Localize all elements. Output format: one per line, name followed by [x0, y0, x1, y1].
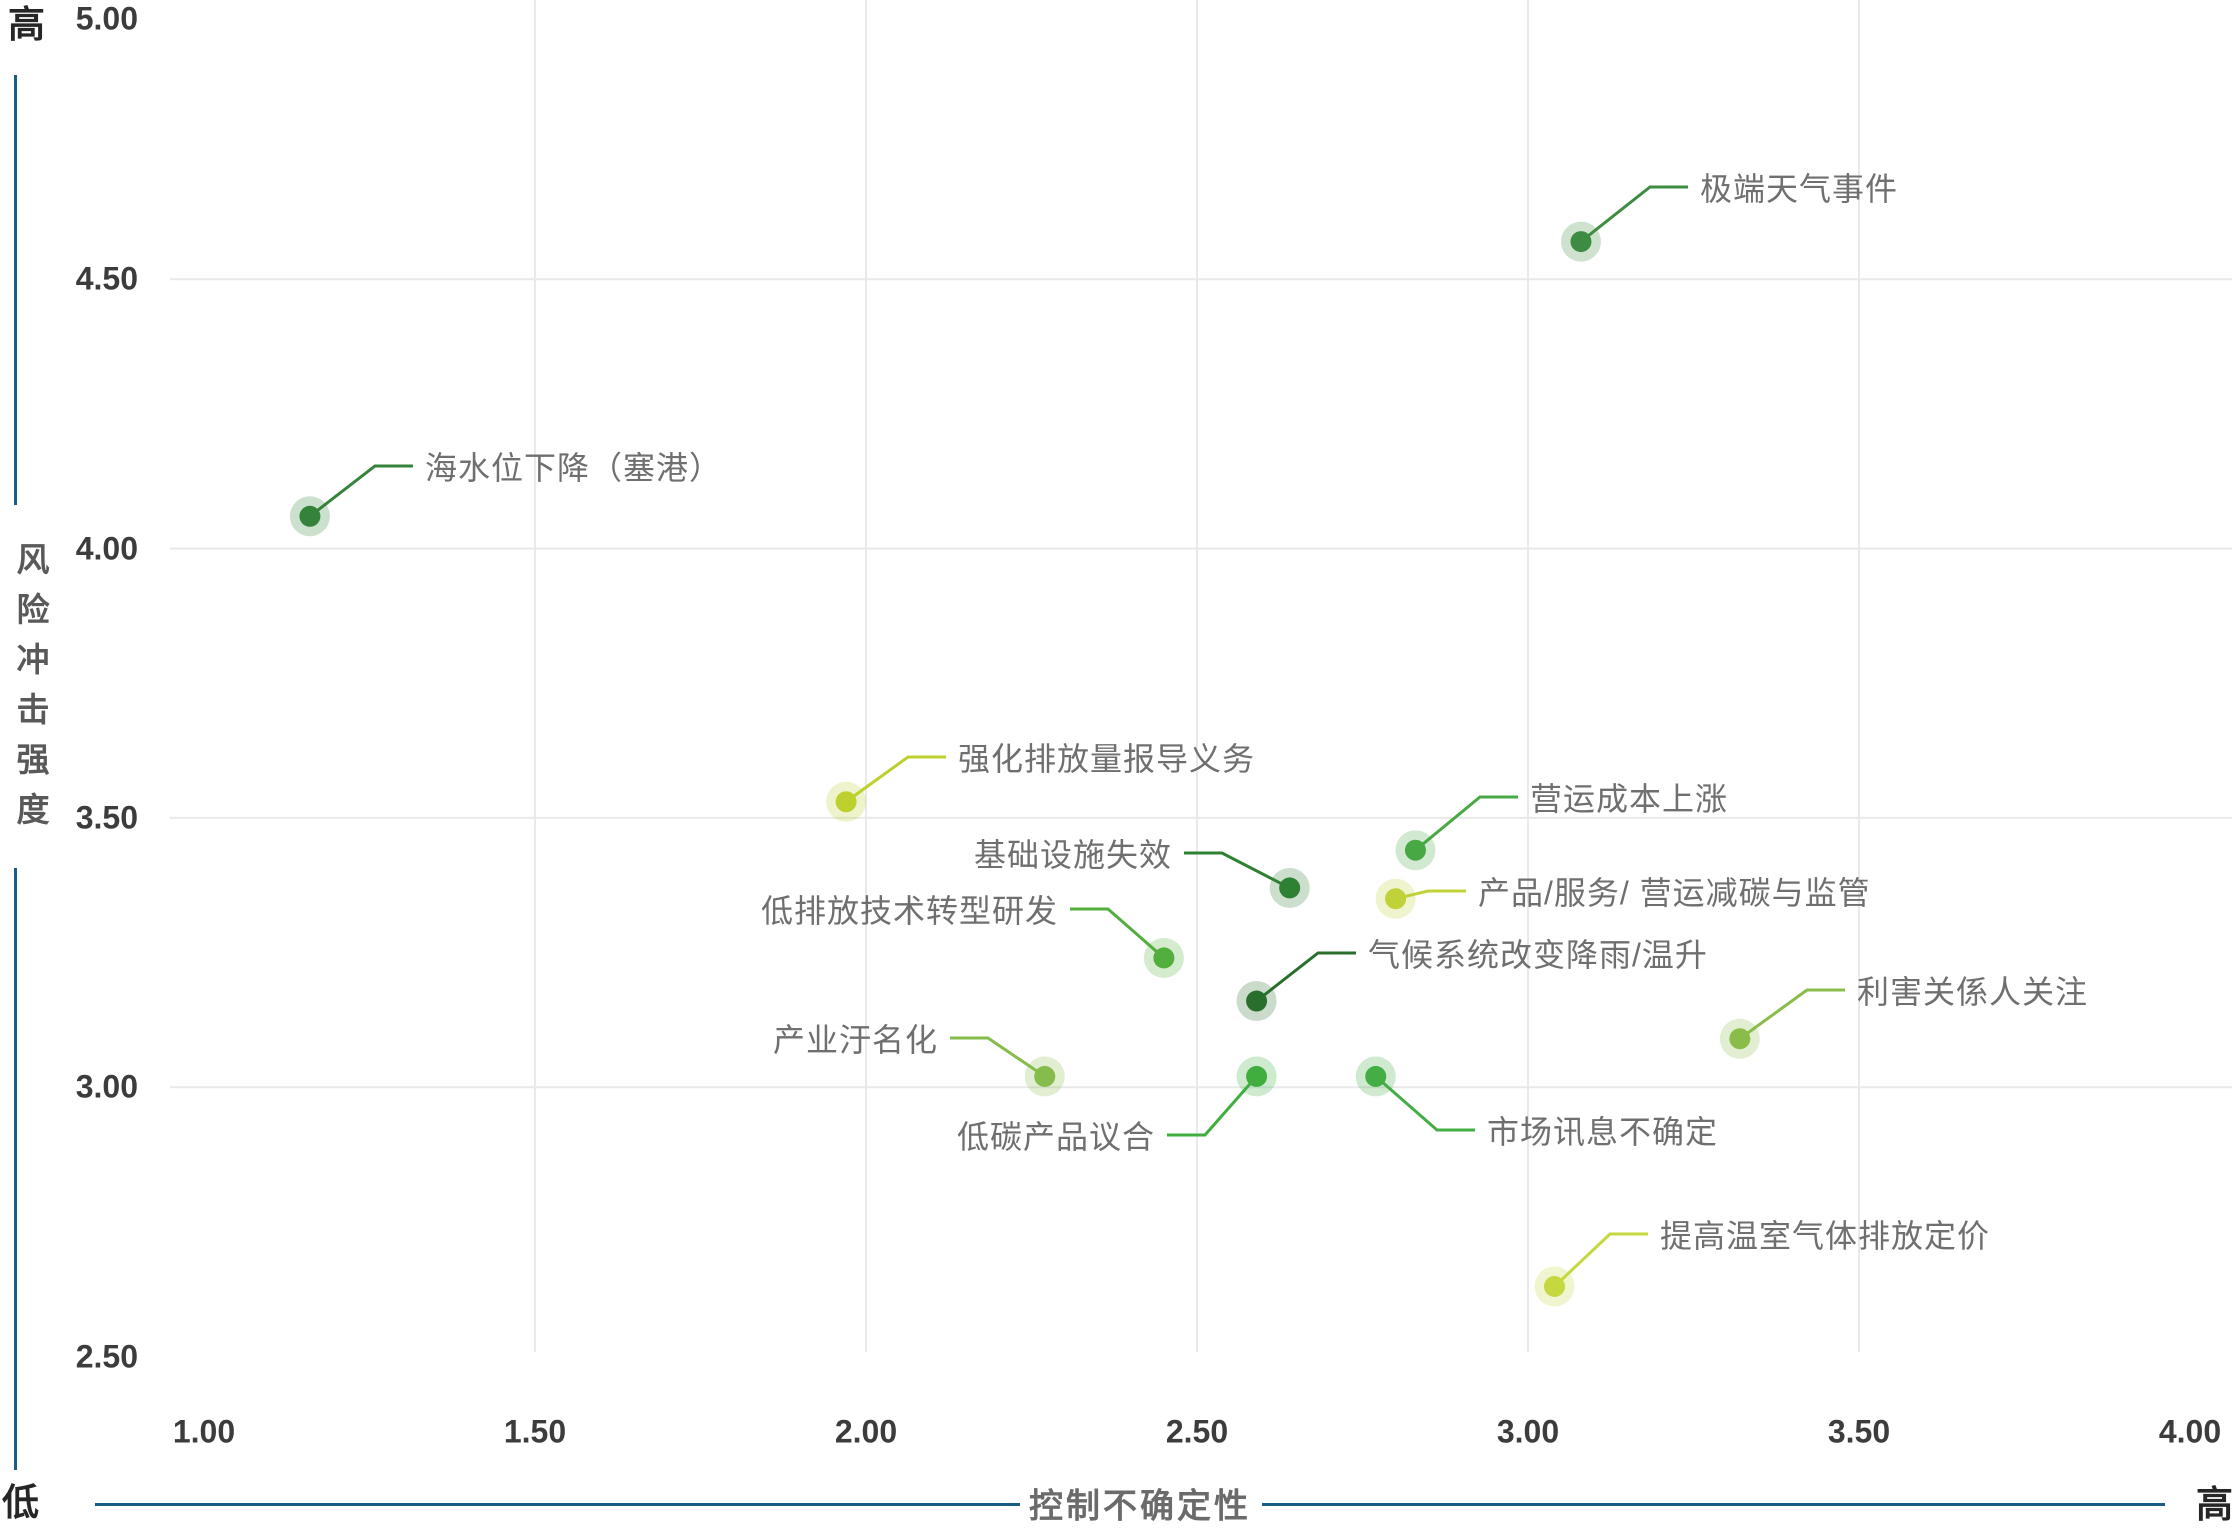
data-point-dot[interactable] [1034, 1065, 1056, 1087]
x-axis-tick: 4.00 [2158, 1413, 2222, 1450]
y-axis-title: 风险冲击强度 [12, 542, 49, 842]
data-point-dot[interactable] [1153, 947, 1175, 969]
callout-line [1395, 889, 1466, 901]
point-label: 海水位下降（塞港） [425, 450, 723, 486]
point-label: 产品/服务/ 营运减碳与监管 [1478, 875, 1871, 911]
point-label: 产业汙名化 [772, 1022, 938, 1058]
data-point-dot[interactable] [835, 791, 857, 813]
x-axis-line-left [95, 1503, 1020, 1506]
point-label: 市场讯息不确定 [1487, 1114, 1719, 1150]
y-axis-tick: 4.00 [75, 530, 138, 567]
y-axis-tick: 5.00 [75, 0, 138, 37]
callout-line [1184, 851, 1291, 890]
x-axis-tick: 1.50 [503, 1413, 567, 1450]
x-axis-line-right [1262, 1503, 2165, 1506]
point-label: 气候系统改变降雨/温升 [1368, 937, 1708, 973]
point-label: 基础设施失效 [973, 837, 1172, 873]
x-axis-high-label: 高 [2196, 1484, 2232, 1525]
x-axis-title: 控制不确定性 [1029, 1487, 1251, 1526]
point-label: 营运成本上涨 [1530, 781, 1729, 817]
data-point-dot[interactable] [1246, 990, 1268, 1012]
data-point-dot[interactable] [1279, 877, 1301, 899]
callout-line [309, 464, 413, 518]
callout-line [1070, 907, 1165, 960]
data-point-dot[interactable] [299, 505, 321, 527]
data-point-dot[interactable] [1570, 231, 1592, 253]
y-axis-tick: 3.00 [75, 1068, 138, 1105]
y-axis-line-lower [14, 868, 17, 1470]
data-point-dot[interactable] [1246, 1065, 1268, 1087]
y-axis-tick: 4.50 [75, 260, 138, 297]
callout-line [1553, 1232, 1648, 1288]
callout-line [950, 1036, 1046, 1078]
callout-line [1167, 1075, 1258, 1137]
x-axis-tick: 1.00 [172, 1413, 236, 1450]
callout-line [1738, 988, 1845, 1040]
callout-line [1414, 795, 1518, 852]
point-label: 低排放技术转型研发 [760, 893, 1058, 929]
point-label: 提高温室气体排放定价 [1660, 1218, 1991, 1254]
y-axis-tick: 3.50 [75, 799, 138, 836]
x-axis-tick: 2.00 [834, 1413, 898, 1450]
data-point-dot[interactable] [1365, 1065, 1387, 1087]
callout-line [845, 755, 946, 803]
corner-low-label: 低 [2, 1482, 39, 1523]
data-point-dot[interactable] [1404, 839, 1426, 861]
y-axis-line-upper [14, 75, 17, 505]
point-label: 强化排放量报导义务 [958, 741, 1256, 777]
x-axis-tick: 2.50 [1165, 1413, 1229, 1450]
point-label: 极端天气事件 [1700, 171, 1899, 207]
data-point-dot[interactable] [1385, 888, 1407, 910]
point-label: 低碳产品议合 [956, 1119, 1155, 1155]
data-point-dot[interactable] [1729, 1028, 1751, 1050]
callout-line [1374, 1075, 1475, 1132]
point-label: 利害关係人关注 [1857, 974, 2089, 1010]
callout-line [1255, 951, 1356, 1003]
x-axis-tick: 3.00 [1496, 1413, 1560, 1450]
y-axis-tick: 2.50 [75, 1338, 138, 1374]
callout-line [1580, 185, 1688, 243]
data-point-dot[interactable] [1543, 1275, 1565, 1297]
y-axis-high-label: 高 [8, 4, 45, 45]
x-axis-tick: 3.50 [1827, 1413, 1891, 1450]
